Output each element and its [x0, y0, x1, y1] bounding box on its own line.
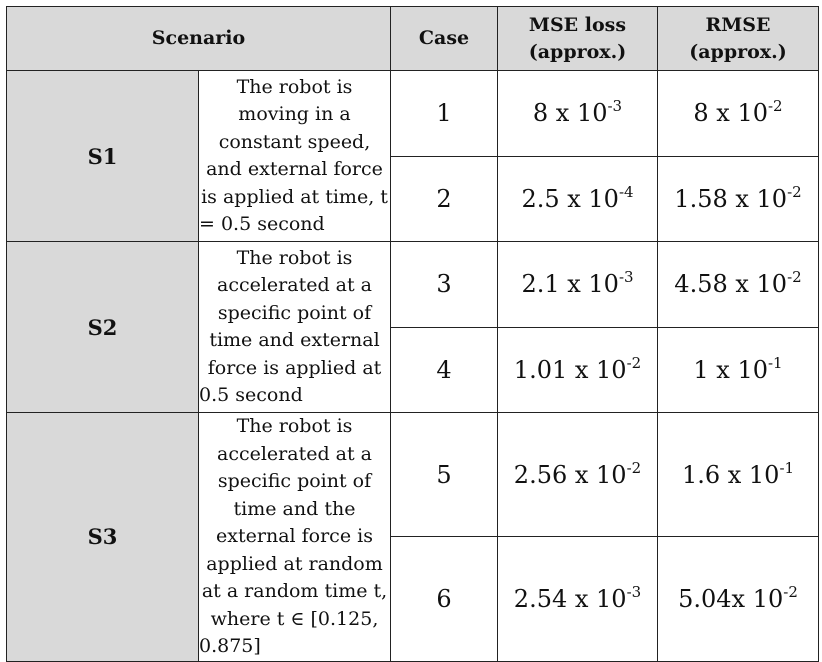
- table-row: 4 1.01 x 10-2 1 x 10-1: [7, 326, 819, 413]
- case-number: 4: [390, 326, 498, 413]
- scenario-description: The robot is accelerated at a specific p…: [198, 241, 391, 413]
- header-mse: MSE loss (approx.): [497, 6, 658, 71]
- mse-base: 2.56 x 10: [513, 460, 627, 489]
- mse-value: 2.5 x 10-4: [497, 155, 658, 242]
- header-rmse-line1: RMSE: [705, 13, 771, 36]
- mse-base: 1.01 x 10: [513, 355, 627, 384]
- case-number: 1: [390, 70, 498, 157]
- rmse-exponent: -2: [767, 97, 783, 116]
- mse-exponent: -4: [618, 182, 634, 201]
- scenario-description-text: The robot is accelerated at a specific p…: [199, 415, 388, 657]
- scenario-description-text: The robot is moving in a constant speed,…: [199, 75, 388, 236]
- scenario-description: The robot is moving in a constant speed,…: [198, 70, 391, 242]
- rmse-exponent: -1: [779, 458, 795, 477]
- mse-exponent: -3: [618, 268, 634, 287]
- scenario-id: S3: [6, 412, 199, 662]
- case-number: 5: [390, 411, 498, 538]
- case-number: 6: [390, 536, 498, 662]
- rmse-value: 5.04x 10-2: [657, 536, 819, 662]
- header-case: Case: [390, 6, 498, 71]
- rmse-value: 8 x 10-2: [657, 70, 819, 157]
- table-row: S3 The robot is accelerated at a specifi…: [6, 411, 819, 662]
- mse-base: 2.5 x 10: [521, 184, 619, 213]
- rmse-value: 1.6 x 10-1: [657, 411, 819, 538]
- table-row: 2 2.5 x 10-4 1.58 x 10-2: [7, 155, 819, 242]
- scenario-description-text: The robot is accelerated at a specific p…: [199, 246, 382, 407]
- table-row: S1 The robot is moving in a constant spe…: [6, 70, 819, 242]
- rmse-base: 1.6 x 10: [681, 460, 780, 489]
- header-scenario: Scenario: [6, 6, 391, 71]
- rmse-value: 1.58 x 10-2: [657, 155, 819, 242]
- header-mse-line1: MSE loss: [528, 13, 627, 36]
- scenario-description: The robot is accelerated at a specific p…: [198, 412, 391, 662]
- mse-base: 2.54 x 10: [513, 584, 627, 613]
- mse-exponent: -3: [607, 97, 623, 116]
- mse-base: 8 x 10: [532, 99, 608, 128]
- mse-exponent: -2: [626, 353, 642, 372]
- rmse-exponent: -2: [787, 268, 802, 287]
- rmse-base: 4.58 x 10: [674, 270, 788, 299]
- rmse-base: 1.58 x 10: [674, 184, 788, 213]
- mse-value: 1.01 x 10-2: [497, 326, 658, 413]
- rmse-base: 5.04x 10: [678, 584, 784, 613]
- mse-exponent: -3: [626, 582, 642, 601]
- rmse-base: 1 x 10: [693, 355, 768, 384]
- results-table: Scenario Case MSE loss (approx.) RMSE (a…: [6, 6, 819, 662]
- case-number: 2: [390, 155, 498, 242]
- mse-base: 2.1 x 10: [521, 270, 619, 299]
- header-rmse: RMSE (approx.): [657, 6, 819, 71]
- case-number: 3: [390, 241, 498, 328]
- header-rmse-line2: (approx.): [689, 40, 787, 63]
- rmse-value: 1 x 10-1: [657, 326, 819, 413]
- scenario-id: S2: [6, 241, 199, 413]
- mse-exponent: -2: [626, 458, 642, 477]
- mse-value: 2.1 x 10-3: [497, 241, 658, 328]
- rmse-exponent: -2: [787, 182, 802, 201]
- rmse-value: 4.58 x 10-2: [657, 241, 819, 328]
- scenario-id: S1: [6, 70, 199, 242]
- header-mse-line2: (approx.): [528, 40, 627, 63]
- rmse-exponent: -1: [767, 353, 783, 372]
- mse-value: 8 x 10-3: [497, 70, 658, 157]
- table-row: S2 The robot is accelerated at a specifi…: [6, 241, 819, 413]
- rmse-base: 8 x 10: [693, 99, 768, 128]
- rmse-exponent: -2: [783, 582, 798, 601]
- mse-value: 2.56 x 10-2: [497, 411, 658, 538]
- mse-value: 2.54 x 10-3: [497, 536, 658, 662]
- header-row: Scenario Case MSE loss (approx.) RMSE (a…: [6, 6, 819, 71]
